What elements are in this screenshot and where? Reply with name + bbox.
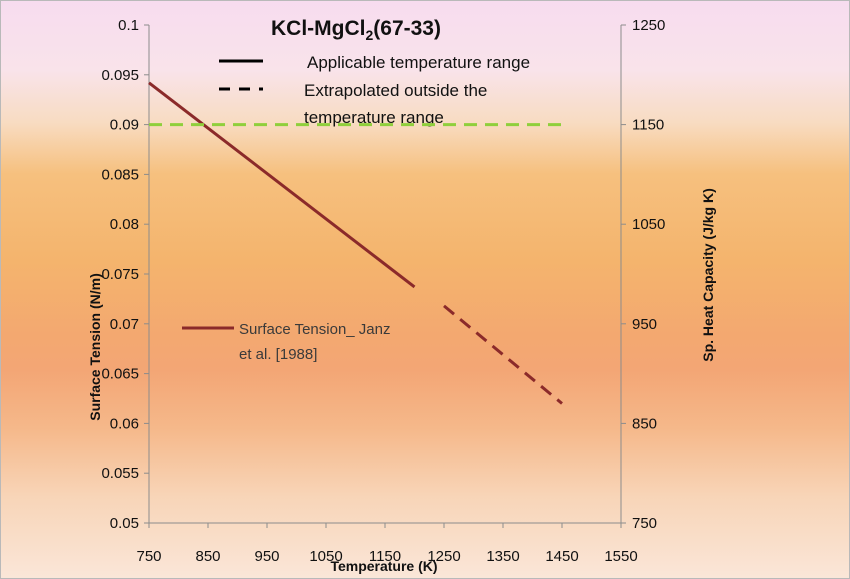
series-0-dashed-line <box>443 304 563 405</box>
x-tick-label: 1350 <box>486 548 519 565</box>
x-tick-label: 750 <box>136 548 161 565</box>
y-tick-label: 0.06 <box>110 415 139 432</box>
y-tick-label: 0.08 <box>110 216 139 233</box>
y-tick-label: 0.1 <box>118 17 139 34</box>
series-0-solid-line <box>148 81 416 289</box>
series-legend-label-line1: Surface Tension_ Janz <box>239 321 391 338</box>
y-axis-title: Surface Tension (N/m) <box>87 273 103 421</box>
y-tick-label: 0.07 <box>110 316 139 333</box>
legend-dashed-label-line2: temperature range <box>304 108 444 127</box>
y-tick-label: 0.09 <box>110 117 139 134</box>
x-tick-label: 1250 <box>427 548 460 565</box>
y-tick-label: 0.05 <box>110 515 139 532</box>
y-tick-label: 0.075 <box>101 266 139 283</box>
legend-solid-label: Applicable temperature range <box>307 53 530 72</box>
y2-axis-title: Sp. Heat Capacity (J/kg K) <box>700 188 716 362</box>
y2-tick-label: 850 <box>632 415 657 432</box>
y2-tick-label: 750 <box>632 515 657 532</box>
chart-title: KCl-MgCl2(67-33) <box>271 17 441 43</box>
series-legend-label-line2: et al. [1988] <box>239 346 317 363</box>
x-tick-label: 1550 <box>604 548 637 565</box>
x-tick-label: 950 <box>254 548 279 565</box>
y-tick-label: 0.055 <box>101 465 139 482</box>
y2-tick-label: 950 <box>632 316 657 333</box>
x-tick-label: 1050 <box>309 548 342 565</box>
y2-tick-label: 1050 <box>632 216 665 233</box>
x-tick-label: 1150 <box>369 548 401 565</box>
legend-dashed-label-line1: Extrapolated outside the <box>304 81 487 100</box>
x-axis-title: Temperature (K) <box>330 558 437 574</box>
y-tick-label: 0.065 <box>101 366 139 383</box>
x-tick-label: 1450 <box>545 548 578 565</box>
y-tick-label: 0.095 <box>101 67 139 84</box>
y2-tick-label: 1250 <box>632 17 665 34</box>
x-tick-label: 850 <box>195 548 220 565</box>
y-tick-label: 0.085 <box>101 166 139 183</box>
y2-tick-label: 1150 <box>632 117 664 134</box>
